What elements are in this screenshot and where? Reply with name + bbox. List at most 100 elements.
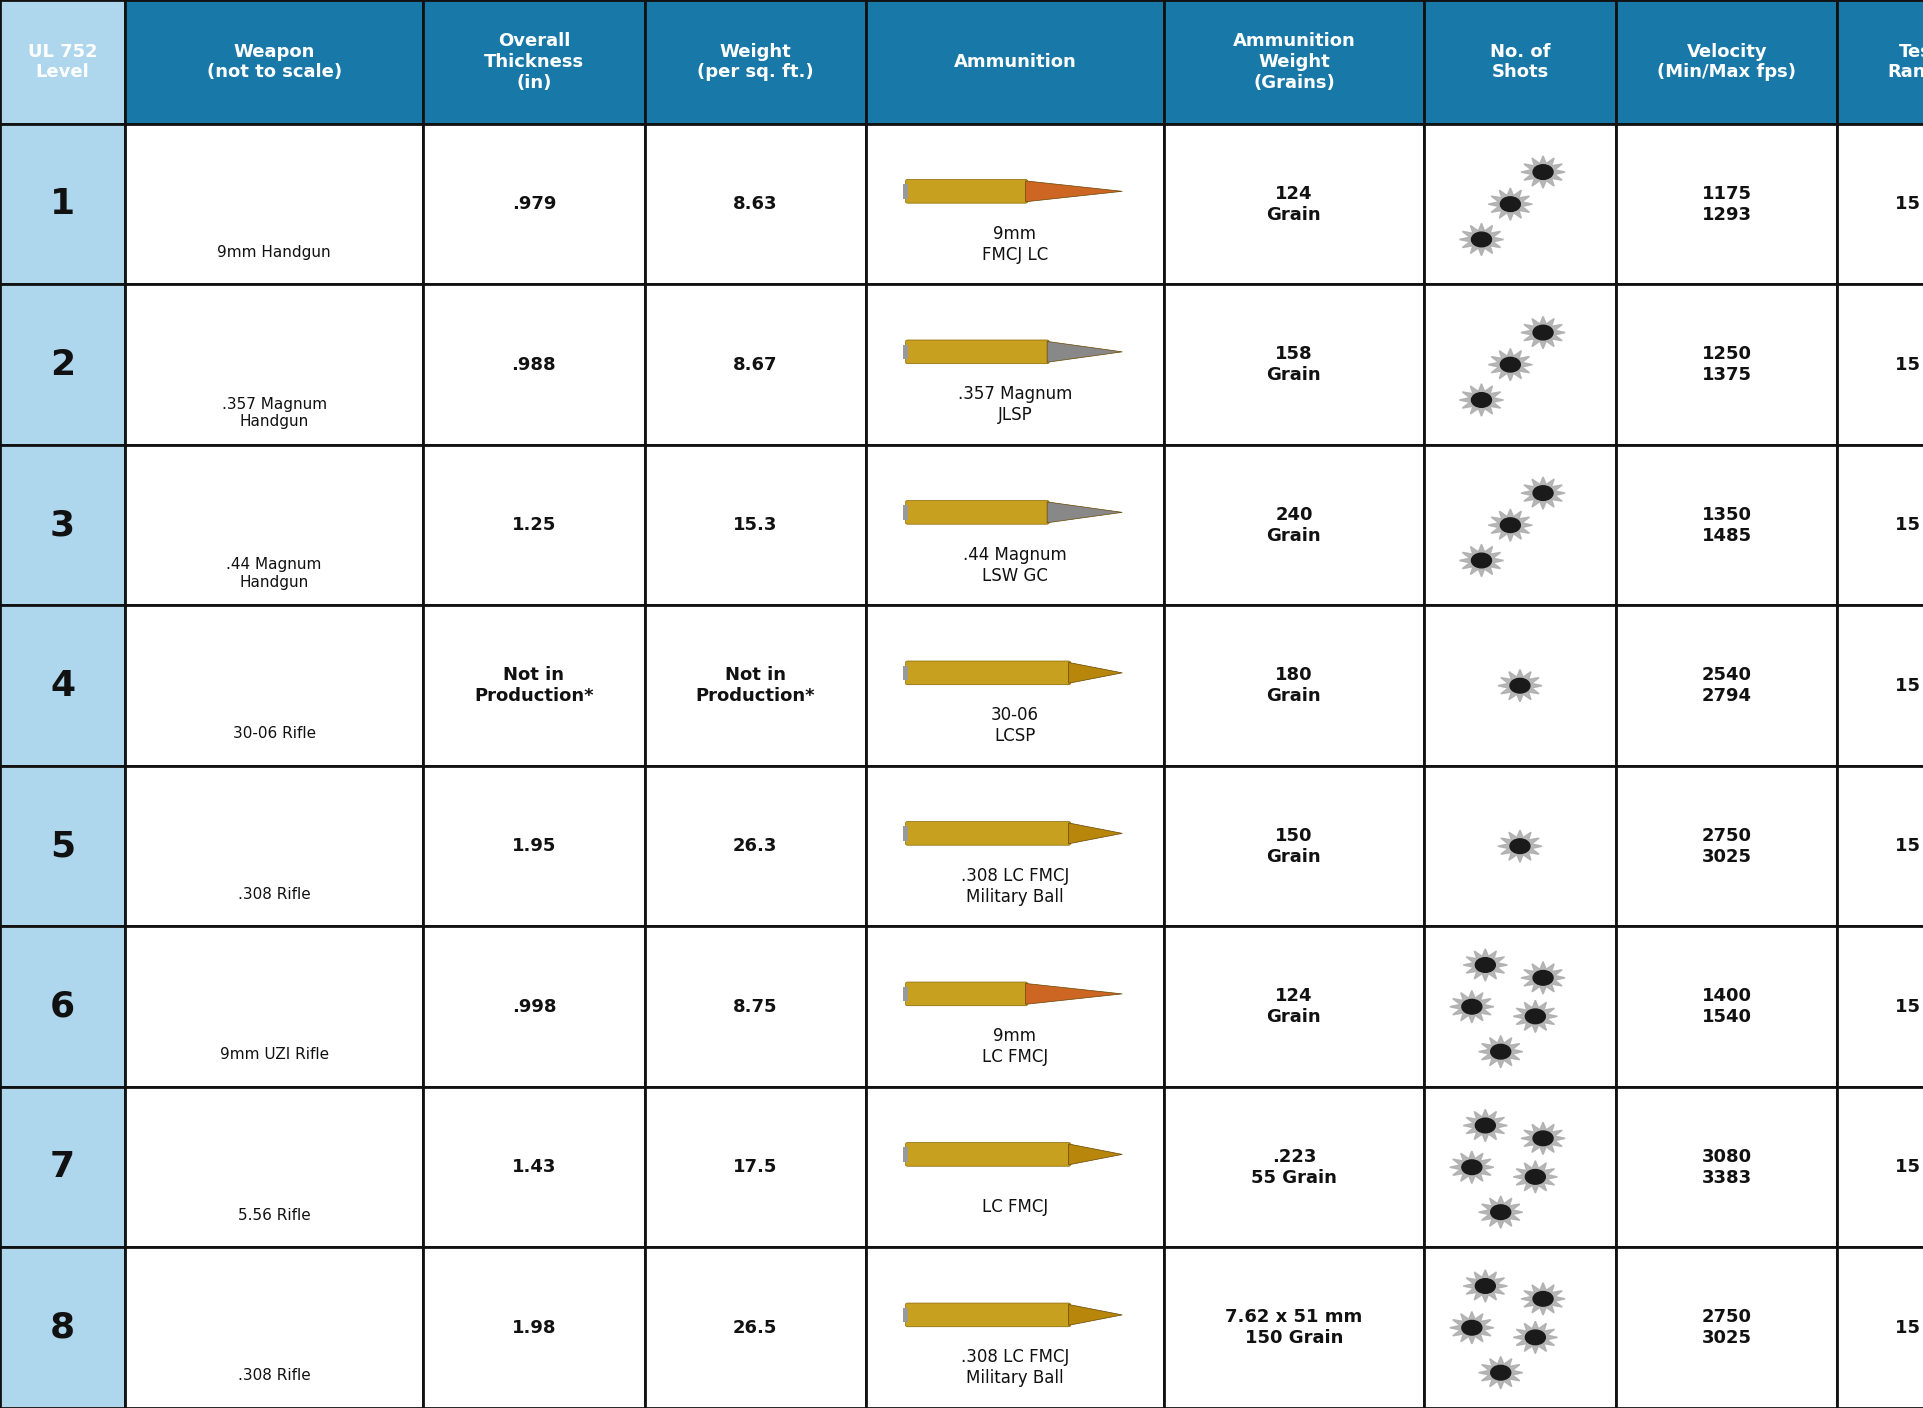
Polygon shape bbox=[1460, 545, 1502, 577]
Polygon shape bbox=[1460, 224, 1502, 256]
Bar bbox=[1836, 1247, 1923, 1408]
Text: .308 LC FMCJ
Military Ball: .308 LC FMCJ Military Ball bbox=[960, 1349, 1069, 1387]
Text: 2750
3025: 2750 3025 bbox=[1702, 1308, 1750, 1347]
Polygon shape bbox=[1521, 156, 1563, 189]
Text: 1: 1 bbox=[50, 187, 75, 221]
Bar bbox=[1423, 605, 1615, 766]
Polygon shape bbox=[1450, 1152, 1492, 1183]
Polygon shape bbox=[1450, 1312, 1492, 1343]
Bar bbox=[1836, 284, 1923, 445]
Bar bbox=[644, 1247, 865, 1408]
Text: 3: 3 bbox=[50, 508, 75, 542]
FancyBboxPatch shape bbox=[906, 1142, 1069, 1166]
Bar bbox=[125, 766, 423, 926]
Polygon shape bbox=[1460, 545, 1502, 577]
Polygon shape bbox=[1046, 501, 1121, 522]
Bar bbox=[644, 124, 865, 284]
Circle shape bbox=[1533, 970, 1552, 986]
Text: Not in
Production*: Not in Production* bbox=[473, 666, 594, 705]
Text: .308 LC FMCJ
Military Ball: .308 LC FMCJ Military Ball bbox=[960, 867, 1069, 905]
Text: 1.25: 1.25 bbox=[512, 517, 556, 534]
Bar bbox=[1423, 1087, 1615, 1247]
Text: No. of
Shots: No. of Shots bbox=[1488, 42, 1550, 82]
Circle shape bbox=[1475, 1278, 1494, 1294]
Bar bbox=[902, 345, 908, 359]
Bar bbox=[644, 605, 865, 766]
Text: 124
Grain: 124 Grain bbox=[1265, 184, 1321, 224]
Bar bbox=[644, 766, 865, 926]
Bar bbox=[1836, 926, 1923, 1087]
Bar bbox=[865, 1087, 1163, 1247]
Text: .988: .988 bbox=[512, 356, 556, 373]
Text: 240
Grain: 240 Grain bbox=[1265, 505, 1321, 545]
Polygon shape bbox=[1463, 949, 1506, 981]
Bar bbox=[125, 605, 423, 766]
Text: 8.63: 8.63 bbox=[733, 196, 777, 213]
Text: 8.75: 8.75 bbox=[733, 998, 777, 1015]
Bar bbox=[1423, 0, 1615, 124]
Text: 8.67: 8.67 bbox=[733, 356, 777, 373]
Polygon shape bbox=[1460, 384, 1502, 417]
Bar bbox=[865, 605, 1163, 766]
Polygon shape bbox=[1521, 1122, 1563, 1155]
Polygon shape bbox=[1513, 1000, 1556, 1032]
Text: 1.43: 1.43 bbox=[512, 1159, 556, 1176]
Bar bbox=[423, 445, 644, 605]
Text: .308 Rifle: .308 Rifle bbox=[238, 887, 310, 903]
Polygon shape bbox=[1067, 1304, 1121, 1325]
Circle shape bbox=[1461, 1000, 1481, 1014]
Bar bbox=[1163, 1087, 1423, 1247]
Text: .998: .998 bbox=[512, 998, 556, 1015]
Bar bbox=[1615, 1247, 1836, 1408]
Bar bbox=[1423, 124, 1615, 284]
Polygon shape bbox=[1479, 1195, 1521, 1228]
FancyBboxPatch shape bbox=[906, 660, 1069, 684]
Text: Ammunition
Weight
(Grains): Ammunition Weight (Grains) bbox=[1233, 32, 1354, 92]
Bar bbox=[125, 0, 423, 124]
Bar bbox=[0, 0, 125, 124]
Circle shape bbox=[1471, 393, 1490, 407]
Bar bbox=[1615, 605, 1836, 766]
Bar bbox=[865, 445, 1163, 605]
Polygon shape bbox=[1463, 949, 1506, 981]
Bar bbox=[1163, 445, 1423, 605]
Bar bbox=[423, 926, 644, 1087]
Polygon shape bbox=[1450, 991, 1492, 1022]
Circle shape bbox=[1533, 165, 1552, 179]
Polygon shape bbox=[1521, 962, 1563, 994]
Bar bbox=[1615, 445, 1836, 605]
Bar bbox=[1423, 766, 1615, 926]
Text: 15 ft: 15 ft bbox=[1894, 1319, 1923, 1336]
Bar bbox=[1163, 284, 1423, 445]
Text: 9mm UZI Rifle: 9mm UZI Rifle bbox=[219, 1048, 329, 1063]
Text: .357 Magnum
Handgun: .357 Magnum Handgun bbox=[221, 397, 327, 429]
Polygon shape bbox=[1463, 1110, 1506, 1142]
Text: Velocity
(Min/Max fps): Velocity (Min/Max fps) bbox=[1656, 42, 1796, 82]
Text: 15 ft: 15 ft bbox=[1894, 677, 1923, 694]
Text: 8: 8 bbox=[50, 1311, 75, 1345]
Bar bbox=[865, 926, 1163, 1087]
Polygon shape bbox=[1521, 477, 1563, 510]
Bar bbox=[1836, 124, 1923, 284]
Text: Not in
Production*: Not in Production* bbox=[694, 666, 815, 705]
FancyBboxPatch shape bbox=[906, 981, 1027, 1005]
Text: .223
55 Grain: .223 55 Grain bbox=[1250, 1148, 1336, 1187]
Bar bbox=[125, 926, 423, 1087]
Bar bbox=[902, 826, 908, 841]
Text: 150
Grain: 150 Grain bbox=[1265, 826, 1321, 866]
Text: 9mm Handgun: 9mm Handgun bbox=[217, 245, 331, 260]
Text: 15 ft: 15 ft bbox=[1894, 517, 1923, 534]
Bar bbox=[865, 766, 1163, 926]
FancyBboxPatch shape bbox=[906, 339, 1048, 363]
Text: 2540
2794: 2540 2794 bbox=[1702, 666, 1750, 705]
Polygon shape bbox=[1513, 1321, 1556, 1353]
Bar bbox=[902, 184, 908, 199]
Bar bbox=[902, 987, 908, 1001]
Text: 6: 6 bbox=[50, 990, 75, 1024]
Polygon shape bbox=[1479, 1195, 1521, 1228]
Circle shape bbox=[1525, 1331, 1544, 1345]
Bar bbox=[423, 1087, 644, 1247]
FancyBboxPatch shape bbox=[906, 500, 1048, 524]
Polygon shape bbox=[1521, 156, 1563, 189]
Polygon shape bbox=[1521, 477, 1563, 510]
